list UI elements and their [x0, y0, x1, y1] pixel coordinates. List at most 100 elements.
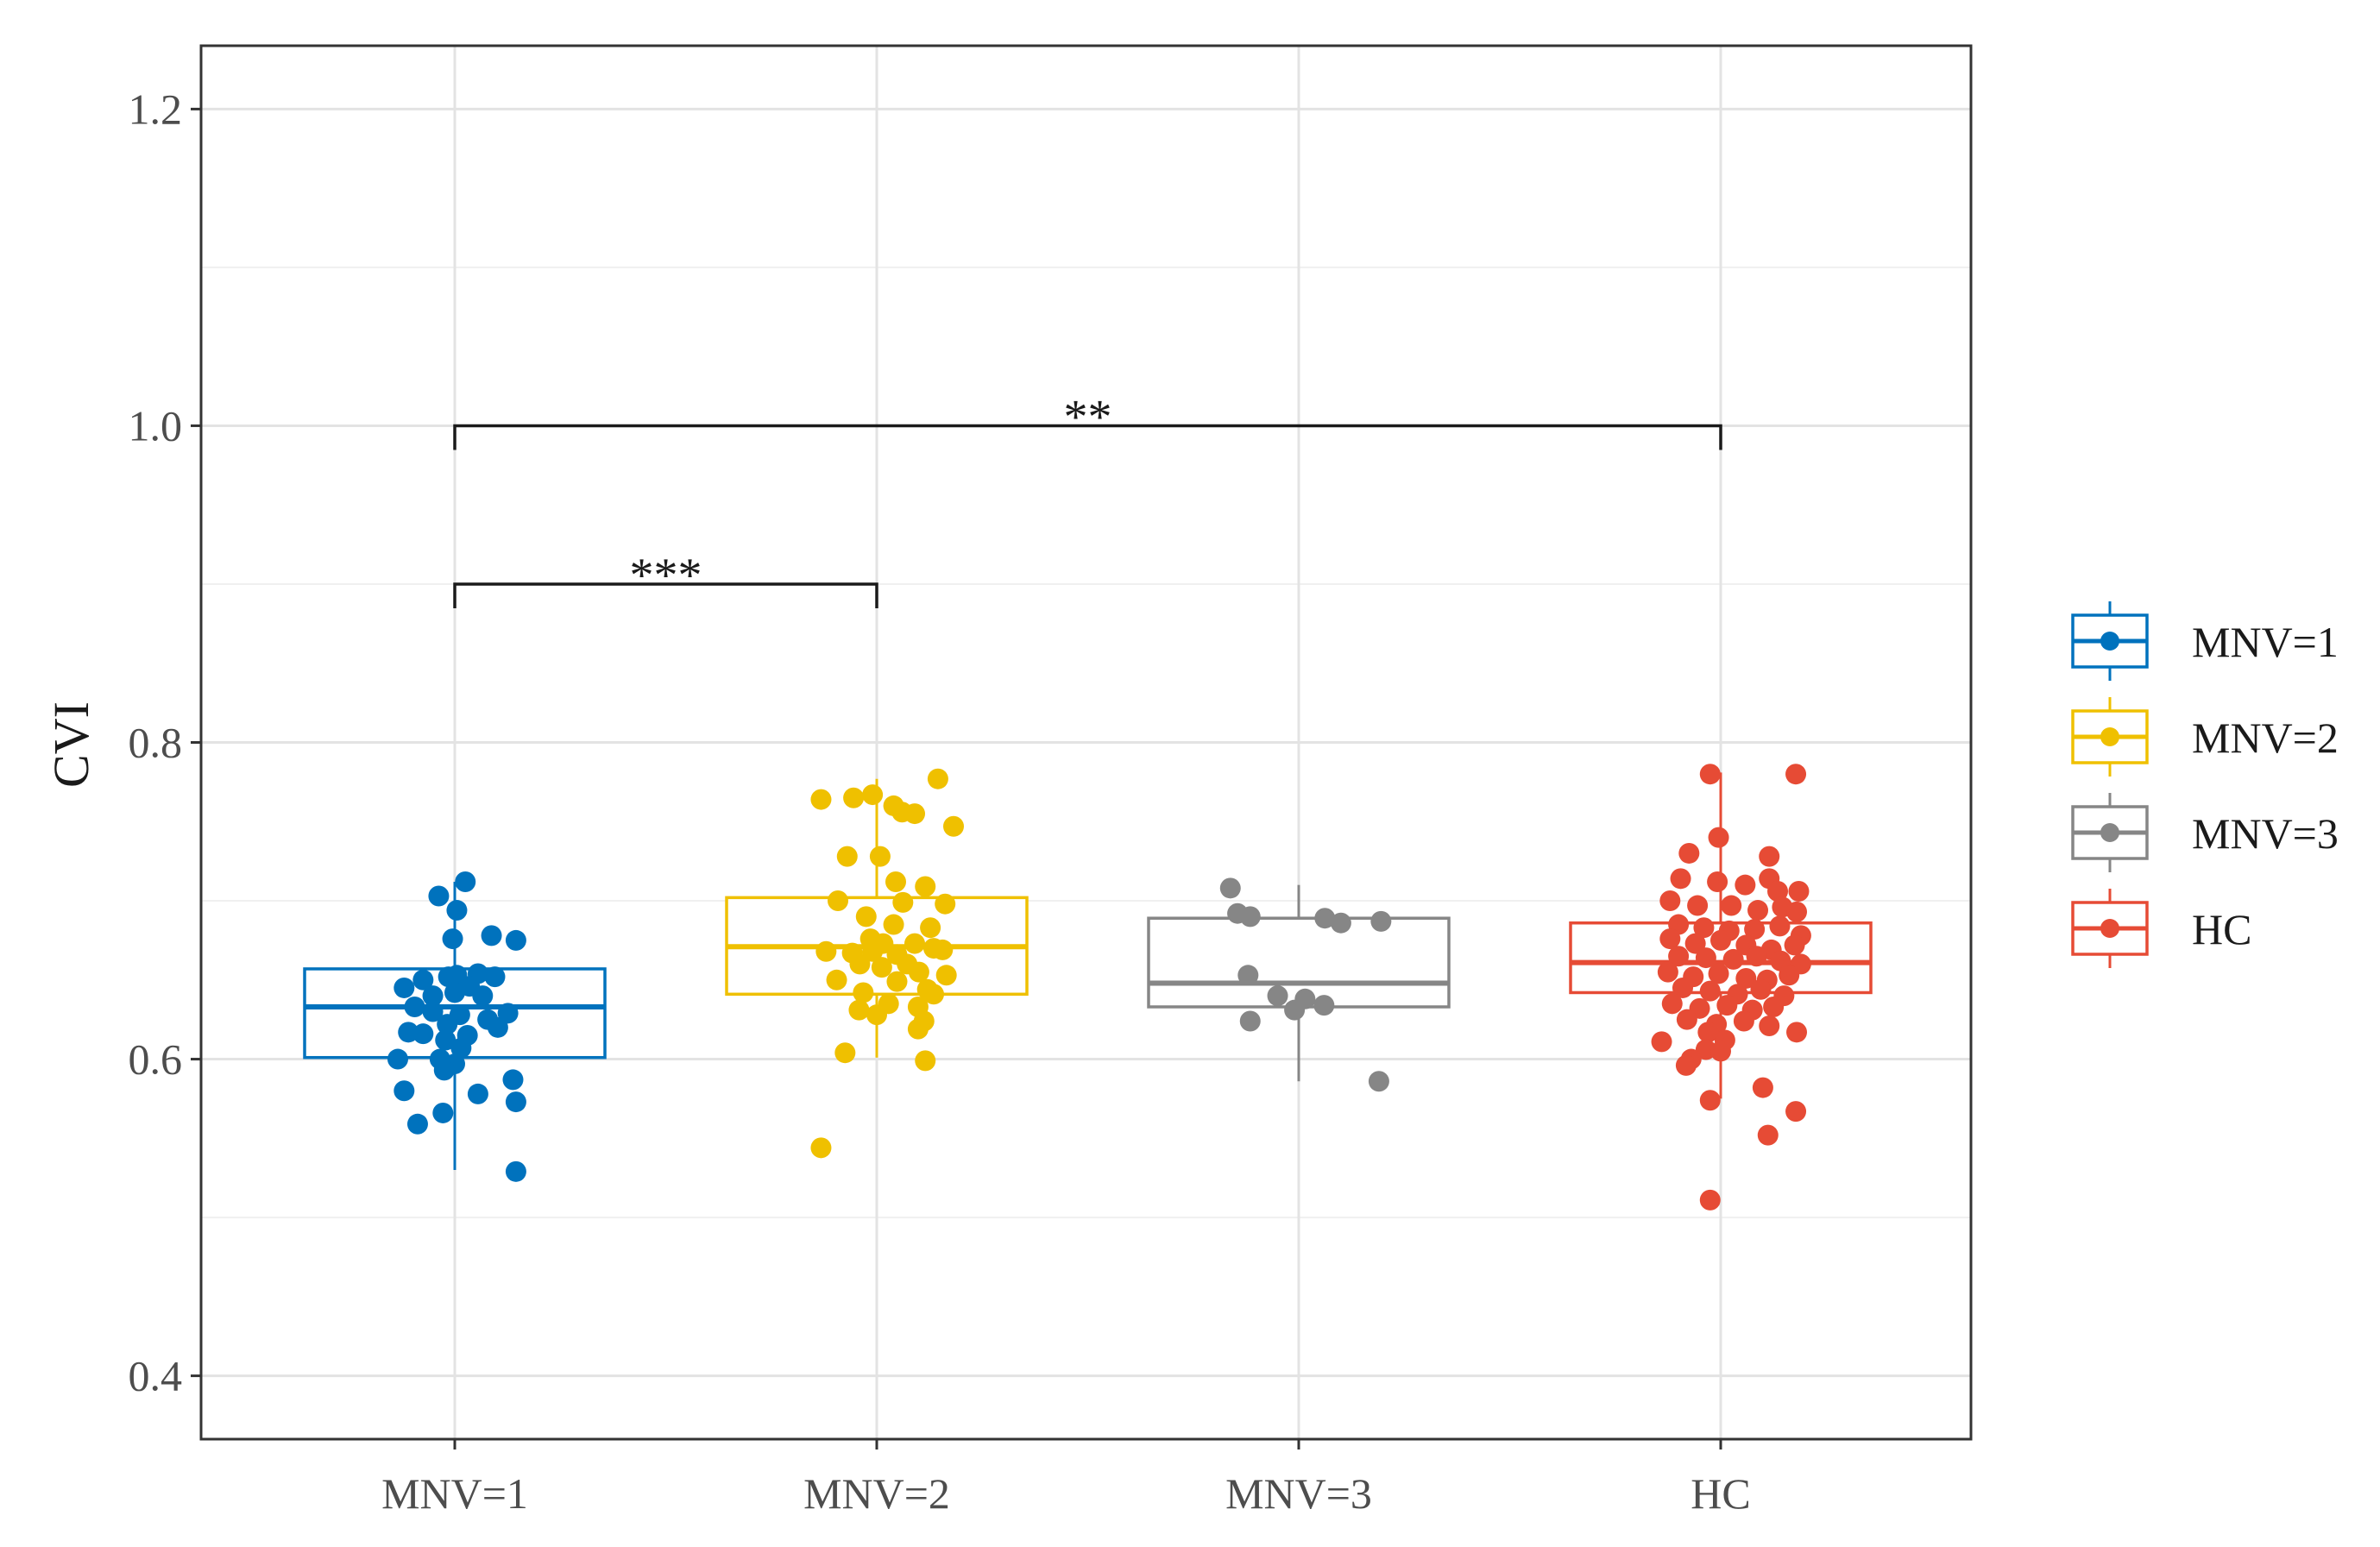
significance-bracket: [453, 424, 1722, 450]
data-point: [1368, 1071, 1389, 1092]
data-point: [1651, 1031, 1672, 1053]
data-point: [446, 900, 468, 921]
data-point: [1267, 985, 1288, 1007]
data-point: [1668, 946, 1690, 967]
data-point: [505, 1160, 526, 1182]
data-point: [1735, 967, 1757, 989]
data-point: [1284, 999, 1306, 1021]
data-point: [481, 925, 502, 946]
data-point: [394, 977, 415, 998]
data-point: [450, 1037, 472, 1059]
data-point: [1747, 900, 1769, 921]
data-point: [1239, 1010, 1261, 1032]
data-point: [1675, 1054, 1697, 1076]
data-point: [932, 939, 954, 960]
x-tick-label: HC: [1691, 1469, 1750, 1518]
data-point: [484, 966, 506, 988]
y-tick-label: 1.2: [129, 85, 183, 133]
data-point: [1721, 895, 1742, 916]
data-point: [883, 914, 904, 935]
significance-brackets: *****: [453, 390, 1722, 608]
legend-key-point: [2100, 632, 2119, 651]
data-point: [843, 787, 865, 808]
legend-key-point: [2100, 727, 2119, 746]
data-point: [1657, 961, 1678, 983]
data-point: [428, 885, 450, 907]
data-point: [404, 996, 425, 1017]
data-point: [437, 1014, 458, 1035]
jitter-points: [387, 764, 1811, 1211]
legend-item: HC: [2071, 889, 2251, 968]
data-point: [1699, 1189, 1721, 1211]
data-point: [1659, 928, 1681, 950]
data-point: [394, 1080, 415, 1102]
data-point: [1219, 877, 1241, 899]
data-point: [1757, 1124, 1779, 1146]
data-point: [892, 891, 914, 913]
data-point: [1684, 933, 1706, 954]
data-point: [1722, 948, 1744, 970]
data-point: [1779, 965, 1800, 986]
data-point: [1661, 993, 1683, 1015]
data-point: [422, 985, 444, 1007]
data-point: [1672, 977, 1693, 998]
data-point: [826, 969, 847, 990]
data-point: [455, 871, 476, 892]
y-tick-label: 0.8: [129, 719, 183, 767]
data-point: [1763, 996, 1785, 1017]
data-point: [815, 940, 837, 962]
data-point: [1710, 929, 1731, 951]
data-point: [502, 1069, 524, 1091]
data-point: [853, 982, 874, 1003]
data-point: [1716, 995, 1738, 1016]
significance-label: **: [1064, 390, 1112, 443]
data-point: [1788, 881, 1810, 902]
data-point: [1769, 915, 1791, 937]
data-point: [467, 1083, 488, 1104]
data-point: [1676, 1009, 1697, 1030]
data-point: [1708, 827, 1729, 848]
data-point: [1370, 910, 1392, 932]
data-point: [505, 1091, 526, 1113]
x-tick-label: MNV=3: [1225, 1469, 1372, 1518]
x-axis: MNV=1 MNV=2 MNV=3 HC: [381, 1439, 1751, 1518]
data-point: [862, 940, 884, 962]
legend-label: MNV=2: [2192, 714, 2339, 762]
data-point: [435, 1029, 456, 1051]
data-point: [472, 985, 494, 1007]
data-point: [1759, 1016, 1780, 1037]
data-point: [836, 846, 858, 867]
data-point: [904, 803, 926, 825]
y-axis-title: CVI: [43, 701, 99, 788]
data-point: [908, 961, 929, 983]
data-point: [442, 928, 463, 950]
significance-bracket: [453, 582, 878, 608]
data-point: [935, 965, 957, 986]
data-point: [1239, 906, 1261, 928]
data-point: [1687, 895, 1709, 916]
data-point: [1785, 764, 1807, 785]
data-point: [1744, 919, 1766, 940]
data-point: [855, 906, 877, 928]
data-point: [871, 957, 892, 978]
data-point: [387, 1048, 408, 1070]
data-point: [1695, 947, 1716, 969]
data-point: [904, 933, 926, 954]
data-point: [1708, 963, 1729, 984]
data-point: [1750, 978, 1772, 1000]
data-point: [432, 1102, 454, 1123]
data-point: [406, 1113, 428, 1135]
data-point: [433, 1060, 455, 1081]
data-point: [1786, 1022, 1808, 1043]
data-point: [412, 1023, 434, 1045]
data-point: [915, 876, 936, 897]
data-point: [1314, 908, 1336, 929]
data-point: [412, 969, 434, 990]
significance-label: ***: [630, 549, 702, 602]
data-point: [444, 982, 465, 1003]
data-point: [1759, 846, 1780, 867]
data-point: [1786, 901, 1808, 922]
data-point: [1659, 890, 1681, 912]
data-point: [848, 999, 870, 1021]
